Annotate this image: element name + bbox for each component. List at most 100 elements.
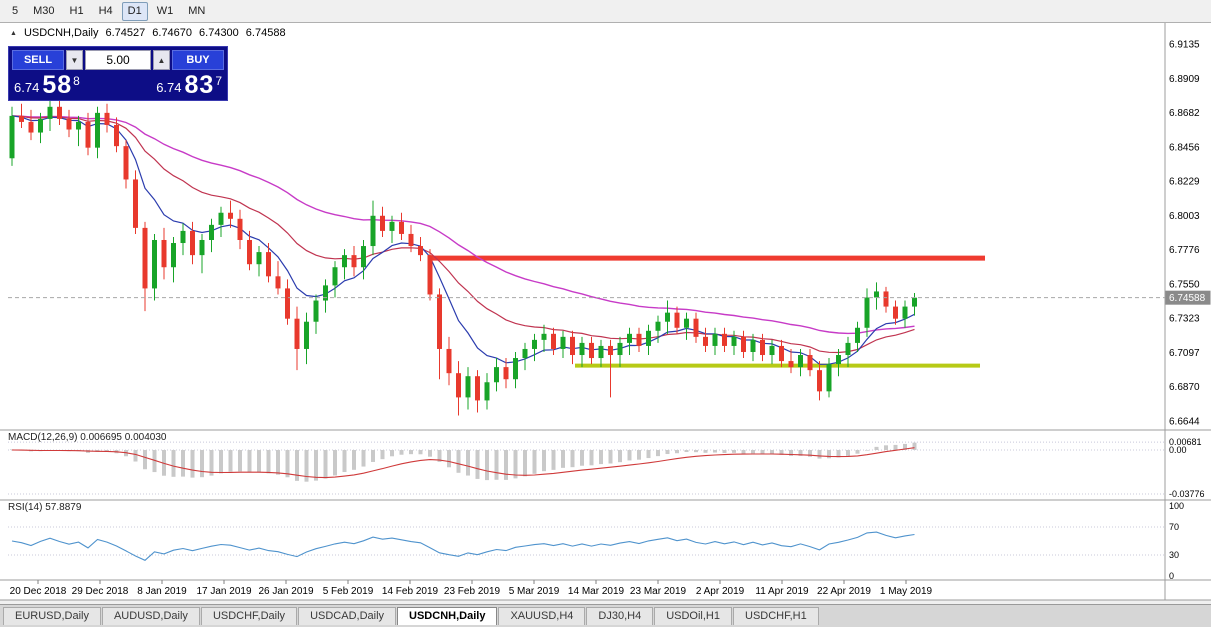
candle-body bbox=[551, 333, 556, 349]
time-axis-label: 29 Dec 2018 bbox=[72, 586, 129, 597]
timeframe-button-5[interactable]: 5 bbox=[12, 4, 19, 17]
sell-price-main: 6.74 bbox=[14, 80, 40, 95]
macd-histogram-bar bbox=[732, 450, 736, 453]
candle-body bbox=[570, 336, 575, 356]
tab-usdoil-h1[interactable]: USDOil,H1 bbox=[654, 607, 732, 625]
buy-price-display[interactable]: 6.74 83 7 bbox=[156, 73, 222, 98]
candle-body bbox=[304, 321, 309, 349]
macd-histogram-bar bbox=[238, 450, 242, 472]
main-price-pane bbox=[8, 99, 1165, 416]
time-axis-label: 22 Apr 2019 bbox=[817, 586, 871, 597]
collapse-icon[interactable]: ▲ bbox=[10, 29, 17, 37]
candle-body bbox=[437, 294, 442, 349]
macd-histogram-bar bbox=[827, 450, 831, 459]
volume-field[interactable]: 5.00 bbox=[85, 50, 151, 70]
macd-histogram-bar bbox=[912, 442, 917, 450]
macd-histogram-bar bbox=[551, 450, 556, 470]
macd-histogram-bar bbox=[817, 450, 822, 459]
volume-increase-button[interactable]: ▲ bbox=[153, 50, 170, 70]
tab-usdchf-daily[interactable]: USDCHF,Daily bbox=[200, 607, 298, 625]
candle-body bbox=[722, 333, 727, 346]
macd-signal-line bbox=[11, 447, 915, 479]
tab-audusd-daily[interactable]: AUDUSD,Daily bbox=[101, 607, 200, 625]
price-axis[interactable]: 6.9135 6.8909 6.8682 6.8456 6.8229 6.8003 6.77… bbox=[1165, 40, 1211, 428]
candle-body bbox=[589, 342, 594, 359]
time-axis[interactable]: 20 Dec 2018 29 Dec 2018 8 Jan 2019 17 Jan 2… bbox=[10, 580, 933, 597]
rsi-pane: 100 70 30 0 bbox=[8, 501, 1184, 581]
candle-body bbox=[38, 118, 43, 133]
macd-histogram-bar bbox=[637, 450, 641, 460]
candle-body bbox=[389, 221, 395, 231]
buy-button[interactable]: BUY bbox=[172, 50, 224, 70]
time-axis-label: 26 Jan 2019 bbox=[258, 586, 313, 597]
candle-body bbox=[855, 327, 860, 343]
macd-histogram-bar bbox=[418, 450, 423, 455]
timeframe-button-mn[interactable]: MN bbox=[188, 4, 206, 17]
chart-plot-area[interactable] bbox=[0, 22, 1211, 600]
tab-xauusd-h4[interactable]: XAUUSD,H4 bbox=[498, 607, 586, 625]
timeframe-button-h1[interactable]: H1 bbox=[69, 4, 84, 17]
time-axis-label: 11 Apr 2019 bbox=[755, 586, 809, 597]
tab-dj30-h4[interactable]: DJ30,H4 bbox=[586, 607, 654, 625]
sell-button[interactable]: SELL bbox=[12, 50, 64, 70]
candle-body bbox=[76, 121, 81, 130]
macd-histogram-bar bbox=[893, 444, 898, 450]
price-axis-label: 6.6870 bbox=[1169, 382, 1200, 393]
macd-histogram-bar bbox=[694, 450, 698, 453]
timeframe-button-w1[interactable]: W1 bbox=[156, 4, 174, 17]
macd-histogram-bar bbox=[266, 450, 271, 474]
tab-usdcnh-daily[interactable]: USDCNH,Daily bbox=[397, 607, 498, 625]
macd-histogram-bar bbox=[133, 450, 138, 462]
macd-histogram-bar bbox=[855, 450, 860, 454]
candle-body bbox=[845, 342, 851, 356]
time-axis-label: 14 Feb 2019 bbox=[382, 586, 439, 597]
candle-body bbox=[874, 291, 879, 298]
time-axis-label: 2 Apr 2019 bbox=[696, 586, 745, 597]
candle-body bbox=[741, 336, 746, 352]
tab-eurusd-daily[interactable]: EURUSD,Daily bbox=[3, 607, 101, 625]
macd-histogram-bar bbox=[523, 450, 527, 477]
macd-histogram-bar bbox=[703, 450, 708, 453]
candle-body bbox=[826, 364, 832, 392]
candle-body bbox=[807, 355, 813, 371]
price-axis-label: 6.8003 bbox=[1169, 211, 1200, 222]
macd-histogram-bar bbox=[181, 450, 185, 477]
time-axis-label: 23 Feb 2019 bbox=[444, 586, 501, 597]
candle-body bbox=[750, 339, 756, 352]
sell-price-display[interactable]: 6.74 58 8 bbox=[14, 73, 80, 98]
macd-histogram-bar bbox=[808, 450, 812, 457]
candle-body bbox=[19, 115, 24, 122]
candle-body bbox=[912, 297, 917, 307]
time-axis-label: 8 Jan 2019 bbox=[137, 586, 187, 597]
price-axis-label: 6.9135 bbox=[1169, 40, 1200, 51]
macd-histogram-bar bbox=[751, 450, 755, 454]
macd-axis-label: -0.03776 bbox=[1169, 489, 1205, 499]
macd-histogram-bar bbox=[770, 450, 774, 455]
rsi-axis-label: 30 bbox=[1169, 550, 1179, 560]
macd-histogram-bar bbox=[684, 450, 689, 453]
timeframe-button-m30[interactable]: M30 bbox=[33, 4, 55, 17]
timeframe-button-h4[interactable]: H4 bbox=[98, 4, 113, 17]
candle-body bbox=[646, 330, 651, 346]
timeframe-button-d1[interactable]: D1 bbox=[121, 1, 148, 21]
macd-histogram-bar bbox=[409, 450, 413, 455]
candle-body bbox=[285, 288, 290, 319]
candle-body bbox=[494, 367, 499, 383]
tab-usdcad-daily[interactable]: USDCAD,Daily bbox=[298, 607, 397, 625]
macd-histogram-bar bbox=[257, 450, 261, 473]
candle-body bbox=[123, 146, 129, 180]
macd-label: MACD(12,26,9) 0.006695 0.004030 bbox=[8, 432, 167, 443]
macd-histogram-bar bbox=[865, 450, 869, 451]
macd-axis-label: 0.00681 bbox=[1169, 437, 1202, 447]
candle-body bbox=[608, 345, 613, 356]
candle-body bbox=[95, 112, 100, 148]
candle-body bbox=[579, 342, 585, 356]
volume-decrease-button[interactable]: ▼ bbox=[66, 50, 83, 70]
tab-usdchf-h1[interactable]: USDCHF,H1 bbox=[733, 607, 819, 625]
ma-mid-line bbox=[11, 115, 915, 354]
macd-histogram-bar bbox=[380, 450, 385, 460]
high-value: 6.74670 bbox=[152, 27, 193, 39]
candle-body bbox=[342, 255, 347, 268]
candle-body bbox=[798, 355, 803, 368]
